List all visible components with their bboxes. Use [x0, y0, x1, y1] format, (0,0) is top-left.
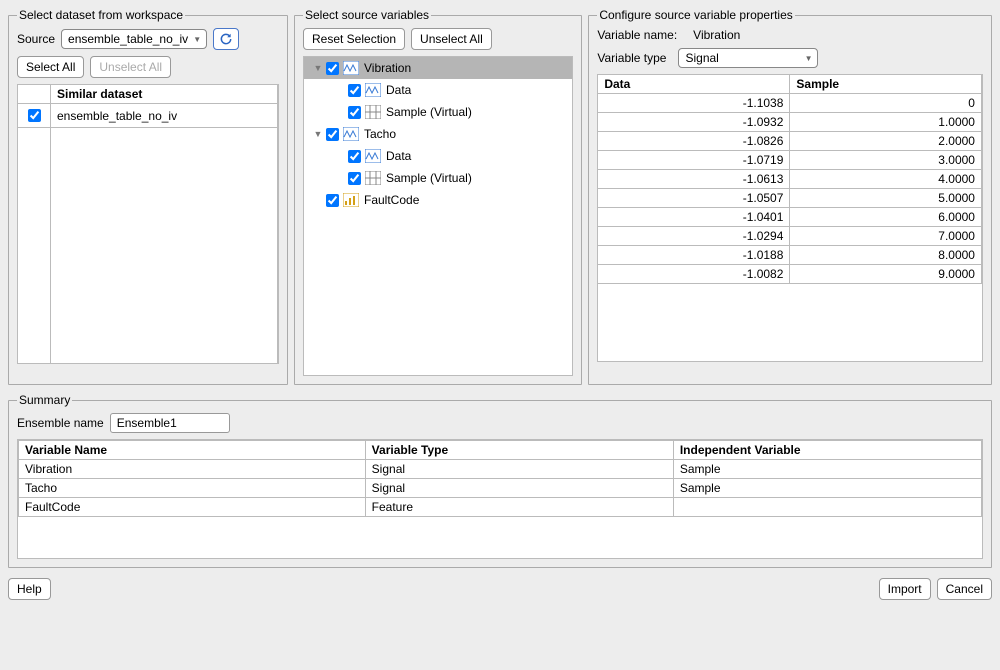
data-cell: -1.0294 — [598, 227, 790, 246]
variable-name-label: Variable name: — [597, 28, 677, 42]
import-button[interactable]: Import — [879, 578, 931, 600]
summary-iv-cell — [673, 498, 981, 517]
refresh-icon — [219, 32, 233, 46]
signal-icon — [343, 61, 359, 75]
data-cell: -1.0826 — [598, 132, 790, 151]
summary-title: Summary — [17, 393, 72, 407]
summary-table: Variable Name Variable Type Independent … — [18, 440, 982, 517]
source-dropdown-value: ensemble_table_no_iv — [68, 32, 188, 46]
configure-panel-title: Configure source variable properties — [597, 8, 794, 22]
dataset-row-checkbox[interactable] — [28, 109, 41, 122]
select-all-button[interactable]: Select All — [17, 56, 84, 78]
summary-name-cell: FaultCode — [19, 498, 366, 517]
dataset-panel-title: Select dataset from workspace — [17, 8, 185, 22]
unselect-all-vars-button[interactable]: Unselect All — [411, 28, 492, 50]
tree-node-checkbox[interactable] — [326, 194, 339, 207]
tree-node[interactable]: FaultCode — [304, 189, 572, 211]
sample-cell: 0 — [790, 94, 982, 113]
sample-cell: 9.0000 — [790, 265, 982, 284]
expander-icon[interactable]: ▼ — [312, 129, 324, 139]
cancel-button[interactable]: Cancel — [937, 578, 992, 600]
data-cell: -1.1038 — [598, 94, 790, 113]
tree-node-label: Tacho — [364, 127, 396, 141]
tree-node-checkbox[interactable] — [348, 84, 361, 97]
summary-panel: Summary Ensemble name Variable Name Vari… — [8, 393, 992, 568]
variable-type-value: Signal — [685, 51, 718, 65]
tree-node[interactable]: Sample (Virtual) — [304, 167, 572, 189]
tree-node-checkbox[interactable] — [348, 106, 361, 119]
sample-cell: 1.0000 — [790, 113, 982, 132]
sample-cell: 3.0000 — [790, 151, 982, 170]
ensemble-name-input[interactable] — [110, 413, 230, 433]
signal-icon — [343, 127, 359, 141]
sample-cell: 4.0000 — [790, 170, 982, 189]
data-cell: -1.0188 — [598, 246, 790, 265]
data-cell: -1.0932 — [598, 113, 790, 132]
data-cell: -1.0613 — [598, 170, 790, 189]
tree-node-label: Vibration — [364, 61, 411, 75]
summary-iv-cell: Sample — [673, 479, 981, 498]
sample-column-header: Sample — [790, 75, 982, 94]
dataset-table: Similar dataset ensemble_table_no_iv — [18, 85, 278, 364]
dataset-row-name[interactable]: ensemble_table_no_iv — [51, 104, 278, 128]
sample-icon — [365, 105, 381, 119]
variable-type-label: Variable type — [597, 51, 666, 65]
tree-node-label: Sample (Virtual) — [386, 105, 472, 119]
summary-col-iv: Independent Variable — [673, 441, 981, 460]
source-dropdown[interactable]: ensemble_table_no_iv — [61, 29, 207, 49]
data-cell: -1.0082 — [598, 265, 790, 284]
tree-node-label: FaultCode — [364, 193, 419, 207]
tree-node-label: Data — [386, 149, 411, 163]
tree-node-checkbox[interactable] — [326, 128, 339, 141]
summary-type-cell: Signal — [365, 460, 673, 479]
tree-node-checkbox[interactable] — [348, 172, 361, 185]
tree-node[interactable]: ▼ Tacho — [304, 123, 572, 145]
expander-icon[interactable]: ▼ — [312, 63, 324, 73]
reset-selection-button[interactable]: Reset Selection — [303, 28, 405, 50]
help-button[interactable]: Help — [8, 578, 51, 600]
tree-node[interactable]: Data — [304, 145, 572, 167]
variable-tree: ▼ Vibration Data Sample (Virtual) ▼ Tacho Data… — [303, 56, 573, 376]
dataset-table-header: Similar dataset — [51, 85, 278, 104]
sample-cell: 6.0000 — [790, 208, 982, 227]
source-variables-title: Select source variables — [303, 8, 431, 22]
variable-type-dropdown[interactable]: Signal — [678, 48, 818, 68]
tree-node[interactable]: Sample (Virtual) — [304, 101, 572, 123]
sample-cell: 8.0000 — [790, 246, 982, 265]
refresh-button[interactable] — [213, 28, 239, 50]
tree-node[interactable]: Data — [304, 79, 572, 101]
summary-iv-cell: Sample — [673, 460, 981, 479]
sample-icon — [365, 171, 381, 185]
summary-col-type: Variable Type — [365, 441, 673, 460]
tree-node[interactable]: ▼ Vibration — [304, 57, 572, 79]
tree-node-checkbox[interactable] — [348, 150, 361, 163]
ensemble-name-label: Ensemble name — [17, 416, 104, 430]
dataset-panel: Select dataset from workspace Source ens… — [8, 8, 288, 385]
sample-cell: 7.0000 — [790, 227, 982, 246]
signal-icon — [365, 149, 381, 163]
signal-icon — [365, 83, 381, 97]
summary-name-cell: Vibration — [19, 460, 366, 479]
variable-name-value: Vibration — [693, 28, 740, 42]
data-column-header: Data — [598, 75, 790, 94]
source-label: Source — [17, 32, 55, 46]
summary-name-cell: Tacho — [19, 479, 366, 498]
data-sample-table: Data Sample -1.1038 0-1.0932 1.0000-1.08… — [598, 75, 982, 284]
summary-type-cell: Signal — [365, 479, 673, 498]
summary-type-cell: Feature — [365, 498, 673, 517]
data-cell: -1.0719 — [598, 151, 790, 170]
sample-cell: 2.0000 — [790, 132, 982, 151]
data-cell: -1.0507 — [598, 189, 790, 208]
feature-icon — [343, 193, 359, 207]
source-variables-panel: Select source variables Reset Selection … — [294, 8, 582, 385]
unselect-all-button[interactable]: Unselect All — [90, 56, 171, 78]
tree-node-checkbox[interactable] — [326, 62, 339, 75]
sample-cell: 5.0000 — [790, 189, 982, 208]
configure-panel: Configure source variable properties Var… — [588, 8, 992, 385]
tree-node-label: Sample (Virtual) — [386, 171, 472, 185]
summary-col-name: Variable Name — [19, 441, 366, 460]
data-cell: -1.0401 — [598, 208, 790, 227]
tree-node-label: Data — [386, 83, 411, 97]
